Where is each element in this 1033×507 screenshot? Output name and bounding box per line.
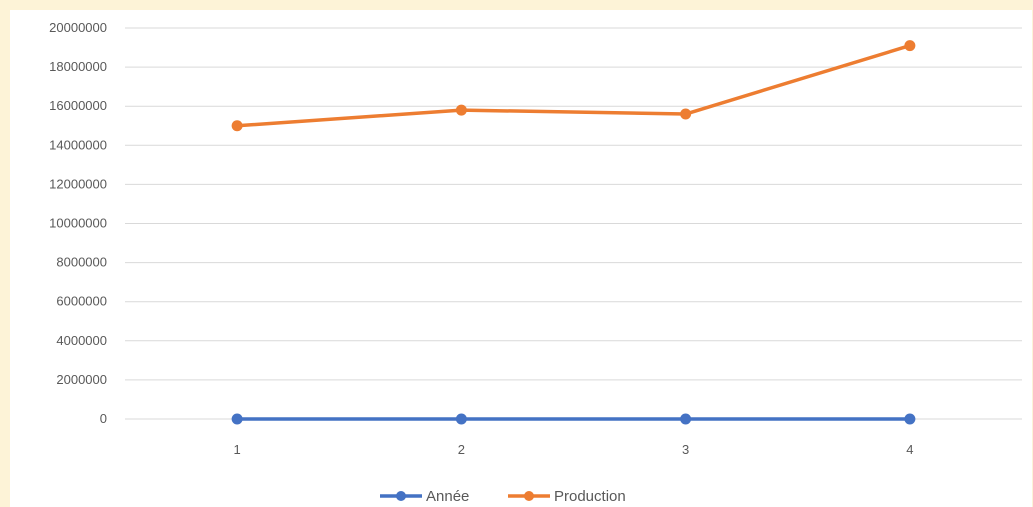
x-tick-label: 3 xyxy=(682,442,689,457)
legend: Année Production xyxy=(380,488,626,505)
y-tick-label: 8000000 xyxy=(56,255,107,270)
y-axis-ticks: 0 2000000 4000000 6000000 8000000 10000000 120… xyxy=(49,20,107,426)
data-point xyxy=(231,120,243,132)
legend-label: Production xyxy=(554,488,626,505)
chart-frame: 0 2000000 4000000 6000000 8000000 10000000 120… xyxy=(10,10,1032,507)
y-tick-label: 6000000 xyxy=(56,294,107,309)
y-tick-label: 4000000 xyxy=(56,333,107,348)
x-tick-label: 1 xyxy=(234,442,241,457)
y-tick-label: 0 xyxy=(100,411,107,426)
data-point xyxy=(455,104,467,116)
y-tick-label: 12000000 xyxy=(49,176,107,191)
series-line-1 xyxy=(235,43,912,128)
x-axis-ticks: 1 2 3 4 xyxy=(234,442,914,457)
x-tick-label: 4 xyxy=(906,442,913,457)
data-point xyxy=(680,413,692,425)
y-tick-label: 16000000 xyxy=(49,98,107,113)
line-chart: 0200000040000006000000800000010000000120… xyxy=(49,20,1022,505)
y-tick-label: 20000000 xyxy=(49,20,107,35)
legend-marker xyxy=(396,491,406,501)
y-tick-label: 14000000 xyxy=(49,137,107,152)
data-point xyxy=(455,413,467,425)
data-point xyxy=(680,108,692,120)
y-tick-label: 10000000 xyxy=(49,216,107,231)
data-point xyxy=(904,413,916,425)
data-point xyxy=(231,413,243,425)
data-point xyxy=(904,40,916,52)
legend-marker xyxy=(524,491,534,501)
legend-label: Année xyxy=(426,488,469,505)
gridlines xyxy=(125,27,1022,420)
x-tick-label: 2 xyxy=(458,442,465,457)
series-group xyxy=(231,40,916,425)
y-tick-label: 18000000 xyxy=(49,59,107,74)
y-tick-label: 2000000 xyxy=(56,372,107,387)
